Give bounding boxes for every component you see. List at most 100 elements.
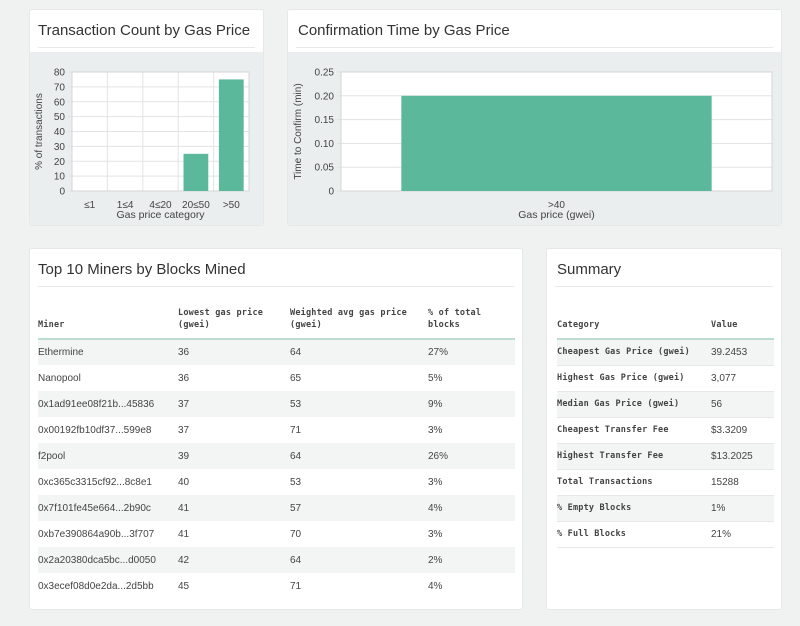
- miners-cell: 64: [290, 339, 428, 365]
- miners-row: Ethermine 36 64 27%: [38, 339, 515, 365]
- x-tick-label: ≤1: [84, 200, 95, 211]
- y-tick-label: 60: [54, 97, 66, 108]
- miners-cell: 0x3ecef08d0e2da...2d5bb: [38, 580, 154, 592]
- miners-cell: 4%: [428, 495, 515, 521]
- summary-value: $13.2025: [711, 443, 774, 469]
- miners-cell: 27%: [428, 339, 515, 365]
- tx-count-chart: 0 10 20 30 40 50 60 70 80 ≤1 1≤4 4≤20 20≤50 >50 Gas pr…: [34, 68, 250, 221]
- summary-category: % Empty Blocks: [557, 495, 711, 521]
- miners-row: f2pool 39 64 26%: [38, 443, 515, 469]
- miners-cell: 3%: [428, 528, 443, 540]
- miners-header-text: (gwei): [290, 320, 322, 330]
- confirm-time-card: Confirmation Time by Gas Price 0 0.05 0.10…: [287, 9, 782, 226]
- y-tick-label: 50: [54, 112, 66, 123]
- summary-category: Median Gas Price (gwei): [557, 391, 711, 417]
- summary-category: Cheapest Transfer Fee: [557, 425, 669, 435]
- y-axis-label: Time to Confirm (min): [293, 83, 304, 179]
- y-tick-label: 10: [54, 172, 66, 183]
- y-tick-label: 0.20: [315, 91, 335, 102]
- miners-header-cell: Miner: [38, 307, 178, 339]
- bar: [401, 95, 712, 191]
- miners-row: 0x7f101fe45e664...2b90c 41 57 4%: [38, 495, 515, 521]
- miners-cell: 64: [290, 443, 428, 469]
- y-tick-label: 40: [54, 127, 66, 138]
- miners-header-cell: Lowest gas price (gwei): [178, 307, 290, 339]
- summary-title: Summary: [557, 261, 622, 278]
- miners-row: 0xb7e390864a90b...3f707 41 70 3%: [38, 521, 515, 547]
- summary-table: Category Value Cheapest Gas Price (gwei) 3…: [557, 319, 774, 548]
- summary-row: % Full Blocks 21%: [557, 521, 774, 547]
- tx-count-title: Transaction Count by Gas Price: [38, 22, 251, 39]
- summary-category: % Full Blocks: [557, 529, 627, 539]
- miners-table: Miner Lowest gas price (gwei) Weighted avg …: [38, 307, 515, 599]
- y-tick-label: 80: [54, 68, 66, 79]
- miners-cell: 40: [178, 476, 190, 488]
- miners-cell: 64: [290, 547, 428, 573]
- miners-header-text: % of total: [428, 308, 482, 318]
- summary-title-rule: [555, 286, 773, 287]
- miners-header-row: Miner Lowest gas price (gwei) Weighted avg …: [38, 307, 515, 339]
- summary-category: Cheapest Gas Price (gwei): [557, 339, 711, 365]
- y-tick-label: 20: [54, 157, 66, 168]
- miners-cell: 70: [290, 528, 302, 540]
- miners-cell: 37: [178, 391, 290, 417]
- summary-body: Cheapest Gas Price (gwei) 39.2453 Highest …: [557, 339, 774, 547]
- x-tick-label: 4≤20: [149, 200, 172, 211]
- miners-cell: 39: [178, 443, 290, 469]
- miners-cell: 71: [290, 424, 302, 436]
- miners-cell: 0xc365c3315cf92...8c8e1: [38, 476, 152, 488]
- summary-header-row: Category Value: [557, 319, 774, 339]
- miners-cell: 0xb7e390864a90b...3f707: [38, 528, 155, 540]
- plot-frame: [71, 71, 250, 192]
- miners-cell: 41: [178, 495, 290, 521]
- miners-cell: Ethermine: [38, 339, 178, 365]
- x-axis-label: Gas price (gwei): [518, 209, 594, 221]
- miners-header-text: Miner: [38, 320, 65, 330]
- summary-header-cell: Value: [711, 320, 738, 330]
- x-tick-label: 20≤50: [182, 200, 210, 211]
- x-tick-label: >50: [223, 200, 240, 211]
- miners-row: 0x00192fb10df37...599e8 37 71 3%: [38, 417, 515, 443]
- miners-cell: f2pool: [38, 443, 178, 469]
- miners-cell: 3%: [428, 476, 443, 488]
- y-tick-label: 0: [59, 187, 65, 198]
- miners-cell: 41: [178, 528, 190, 540]
- miners-cell: 26%: [428, 443, 515, 469]
- miners-cell: 57: [290, 495, 428, 521]
- summary-row: Cheapest Transfer Fee $3.3209: [557, 417, 774, 443]
- summary-row: Cheapest Gas Price (gwei) 39.2453: [557, 339, 774, 365]
- summary-row: Highest Transfer Fee $13.2025: [557, 443, 774, 469]
- miners-header-text: (gwei): [178, 320, 210, 330]
- summary-value: 39.2453: [711, 339, 774, 365]
- confirm-time-title-rule: [296, 47, 773, 48]
- y-tick-label: 0.15: [315, 115, 335, 126]
- bar: [218, 79, 244, 191]
- tx-count-title-rule: [38, 47, 255, 48]
- miners-cell: 2%: [428, 547, 515, 573]
- x-axis-label: Gas price category: [116, 209, 205, 221]
- y-tick-label: 0.05: [315, 163, 335, 174]
- y-tick-label: 0.25: [315, 68, 335, 79]
- miners-row: 0x1ad91ee08f21b...45836 37 53 9%: [38, 391, 515, 417]
- summary-value: 1%: [711, 495, 774, 521]
- summary-header-cell: Category: [557, 320, 600, 330]
- y-tick-label: 0: [328, 187, 334, 198]
- y-tick-label: 0.10: [315, 139, 335, 150]
- summary-value: 3,077: [711, 372, 737, 384]
- miners-row: Nanopool 36 65 5%: [38, 365, 515, 391]
- miners-row: 0x2a20380dca5bc...d0050 42 64 2%: [38, 547, 515, 573]
- miners-title: Top 10 Miners by Blocks Mined: [38, 261, 246, 278]
- miners-card: Top 10 Miners by Blocks Mined Miner Lowes…: [29, 248, 523, 610]
- summary-card: Summary Category Value Cheapest Gas Price…: [546, 248, 782, 610]
- miners-header-text: Lowest gas price: [178, 308, 264, 318]
- miners-cell: Nanopool: [38, 372, 81, 384]
- bar: [183, 153, 209, 191]
- miners-cell: 9%: [428, 391, 515, 417]
- confirm-time-title: Confirmation Time by Gas Price: [298, 22, 510, 39]
- miners-cell: 71: [290, 580, 302, 592]
- summary-value: 15288: [711, 476, 739, 488]
- miners-header-cell: Weighted avg gas price (gwei): [290, 307, 428, 339]
- summary-value: $3.3209: [711, 424, 748, 436]
- miners-cell: 42: [178, 547, 290, 573]
